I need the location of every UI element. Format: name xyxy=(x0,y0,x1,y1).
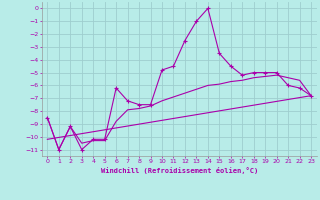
X-axis label: Windchill (Refroidissement éolien,°C): Windchill (Refroidissement éolien,°C) xyxy=(100,167,258,174)
